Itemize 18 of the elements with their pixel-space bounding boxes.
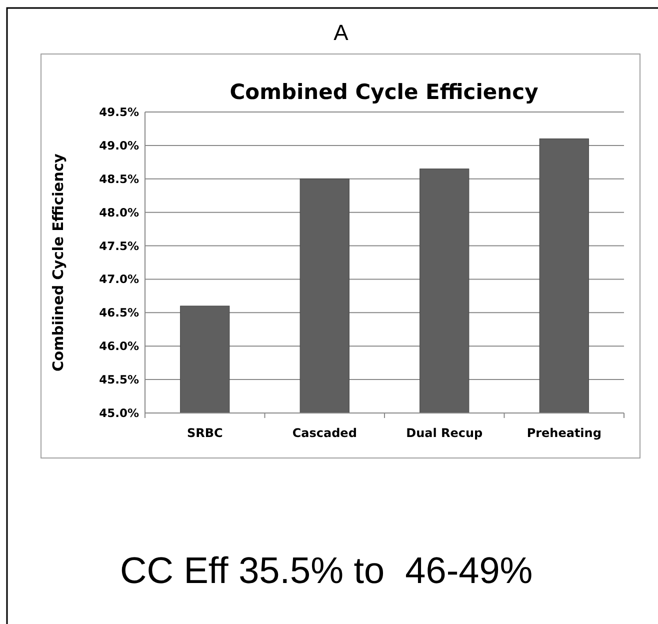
y-tick-label: 48.0% — [99, 205, 140, 220]
x-tick-label: Preheating — [526, 426, 602, 440]
y-tick-label: 45.5% — [99, 372, 140, 387]
y-tick-label: 46.0% — [99, 339, 140, 354]
chart-title: Combined Cycle Efficiency — [230, 80, 539, 104]
y-tick-label: 45.0% — [99, 406, 140, 420]
x-tick-label: Cascaded — [292, 426, 357, 440]
y-tick-label: 49.5% — [99, 105, 140, 120]
text: A — [334, 20, 349, 45]
y-tick-label: 48.5% — [99, 172, 140, 186]
text: CC Eff 35.5% to 46-49% — [120, 550, 533, 591]
y-tick-label: 47.0% — [99, 272, 140, 286]
y-axis-title: Combiined Cycle Efficiency — [51, 152, 67, 372]
x-tick-label: Dual Recup — [406, 426, 484, 440]
y-tick-label: 49.0% — [99, 138, 140, 152]
y-tick-label: 46.5% — [99, 306, 140, 320]
x-tick-label: SRBC — [186, 426, 223, 440]
y-tick-label: 47.5% — [99, 238, 140, 253]
